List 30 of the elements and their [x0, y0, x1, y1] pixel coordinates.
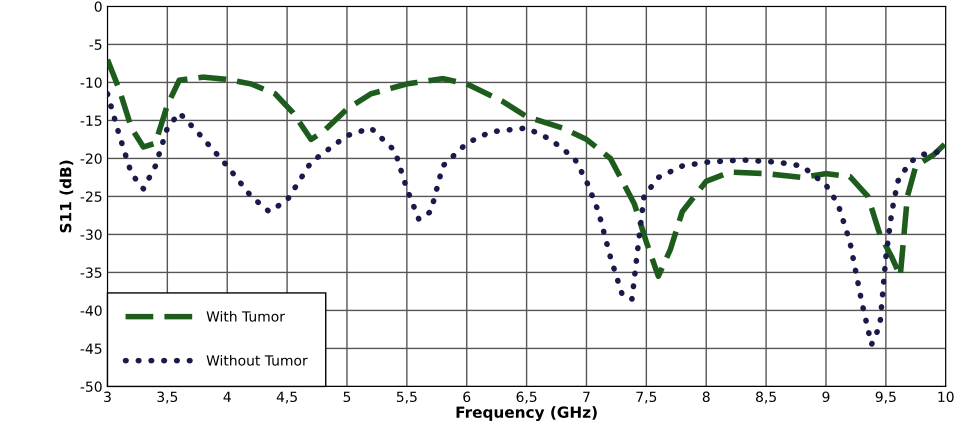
y-tick-label: -35 — [80, 267, 102, 278]
x-tick-label: 9 — [822, 392, 830, 402]
x-tick-label: 7,5 — [636, 392, 656, 404]
y-tick-label: 0 — [94, 1, 102, 12]
y-tick-label: -50 — [80, 381, 102, 392]
y-tick-label: -25 — [80, 191, 102, 202]
x-axis-title: Frequency (GHz) — [456, 406, 597, 422]
x-tick-label: 8 — [702, 392, 710, 402]
y-axis-title: S11 (dB) — [60, 160, 74, 232]
x-tick-label: 4,5 — [276, 392, 297, 404]
x-tick-label: 5 — [344, 392, 350, 402]
x-tick-label: 8,5 — [756, 392, 776, 404]
x-tick-label: 5,5 — [396, 392, 417, 404]
x-tick-label: 3,5 — [157, 392, 178, 404]
legend-label: Without Tumor — [206, 354, 308, 366]
y-tick-label: -10 — [80, 77, 102, 88]
x-tick-label: 7 — [583, 392, 590, 402]
y-tick-label: -30 — [80, 229, 102, 240]
y-tick-label: -40 — [80, 305, 102, 316]
x-tick-label: 6,5 — [516, 392, 536, 404]
y-tick-label: -15 — [80, 116, 102, 126]
x-tick-label: 10 — [938, 392, 954, 402]
y-tick-label: -45 — [80, 344, 102, 354]
x-tick-label: 6 — [463, 392, 470, 402]
x-tick-label: 4 — [223, 392, 231, 402]
legend-label: With Tumor — [206, 310, 285, 322]
x-tick-label: 9,5 — [876, 392, 896, 404]
x-tick-label: 3 — [104, 392, 111, 402]
y-tick-label: -20 — [80, 153, 102, 164]
y-tick-label: -5 — [89, 40, 102, 50]
